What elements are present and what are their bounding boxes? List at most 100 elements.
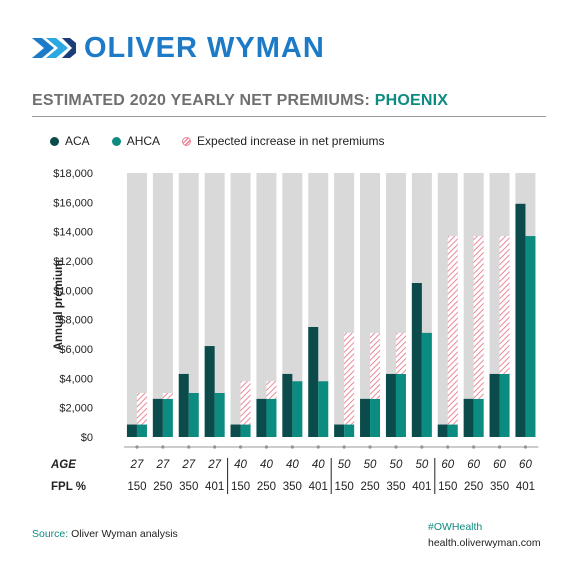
background-column [152,173,173,437]
bar-aca [204,346,215,437]
bar-increase [447,236,458,425]
bar-ahca [525,236,536,437]
fpl-tick-label: 350 [283,481,302,493]
y-tick-label: $18,000 [53,168,93,180]
title-divider [32,116,546,117]
age-tick-label: 40 [260,459,273,471]
age-tick-label: 27 [155,459,169,471]
fpl-tick-label: 250 [360,481,379,493]
y-tick-label: $2,000 [59,403,93,415]
bar-increase [136,393,147,425]
bar-aca [360,398,371,437]
chart-title: ESTIMATED 2020 YEARLY NET PREMIUMS: PHOE… [32,92,448,110]
bar-increase [473,236,484,399]
y-tick-label: $12,000 [53,256,93,268]
fpl-tick-label: 250 [257,481,276,493]
bar-ahca [473,398,484,437]
bar-ahca [499,373,510,437]
bar-ahca [421,332,432,437]
y-tick-label: $0 [81,432,93,444]
hashtag: #OWHealth [428,521,483,533]
age-tick-label: 50 [390,459,403,471]
fpl-row-label: FPL % [51,481,86,493]
bar-ahca [188,393,199,437]
fpl-tick-label: 401 [516,481,535,493]
fpl-tick-label: 150 [335,481,354,493]
bar-aca [489,373,500,437]
bar-ahca [395,373,406,437]
y-tick-label: $8,000 [59,315,93,327]
source-note: Source: Oliver Wyman analysis [32,528,178,540]
bar-ahca [318,381,329,437]
bar-aca [308,327,319,437]
bar-increase [344,332,355,425]
age-tick-label: 50 [364,459,377,471]
fpl-tick-label: 150 [231,481,250,493]
legend-label-ahca: AHCA [126,134,161,148]
title-city: PHOENIX [374,92,449,109]
age-tick-label: 50 [338,459,351,471]
legend-label-aca: ACA [65,134,90,148]
age-tick-label: 27 [130,459,144,471]
oliver-wyman-logo-icon [32,38,76,58]
bar-aca [256,398,267,437]
bar-aca [152,398,163,437]
bar-increase [499,236,510,374]
bar-aca [515,203,526,437]
bar-increase [395,332,406,374]
bar-ahca [136,424,147,437]
age-tick-label: 40 [286,459,299,471]
bar-aca [437,424,448,437]
age-tick-label: 50 [415,459,428,471]
age-tick-label: 27 [207,459,221,471]
y-tick-label: $14,000 [53,227,93,239]
legend-swatch-aca [50,136,59,146]
source-label: Source: [32,528,69,540]
age-tick-label: 60 [519,459,532,471]
fpl-tick-label: 150 [127,481,146,493]
y-tick-label: $6,000 [59,344,93,356]
source-text: Oliver Wyman analysis [71,528,178,540]
legend-swatch-ahca [111,136,121,146]
bar-ahca [447,424,458,437]
fpl-tick-label: 250 [153,481,172,493]
brand-name: OLIVER WYMAN [84,31,325,64]
title-prefix: ESTIMATED 2020 YEARLY NET PREMIUMS: [32,92,371,109]
y-tick-label: $10,000 [53,285,93,297]
legend-item-aca: ACA [50,134,90,148]
background-column [282,173,303,437]
bar-increase [370,332,381,399]
age-tick-label: 60 [441,459,454,471]
y-tick-label: $4,000 [59,373,93,385]
fpl-tick-label: 401 [412,481,431,493]
age-tick-label: 40 [234,459,247,471]
y-tick-label: $16,000 [53,197,93,209]
fpl-tick-label: 350 [490,481,509,493]
background-column [126,173,147,437]
age-row-label: AGE [50,459,76,471]
bar-increase [240,381,251,425]
bar-ahca [214,393,225,437]
website-url: health.oliverwyman.com [428,537,541,549]
bar-aca [463,398,474,437]
legend-label-increase: Expected increase in net premiums [197,134,385,148]
y-axis-label: Annual premium [53,260,65,351]
age-tick-label: 60 [467,459,480,471]
bar-aca [230,424,241,437]
age-tick-label: 40 [312,459,325,471]
fpl-tick-label: 401 [205,481,224,493]
bar-increase [266,381,277,399]
bar-ahca [370,398,381,437]
bar-ahca [266,398,277,437]
background-column [230,173,251,437]
bar-ahca [344,424,355,437]
legend: ACA AHCA Expected increase in net premiu… [50,134,406,148]
legend-item-ahca: AHCA [111,134,161,148]
fpl-tick-label: 350 [386,481,405,493]
fpl-tick-label: 150 [438,481,457,493]
header: OLIVER WYMAN [32,28,325,68]
fpl-tick-label: 350 [179,481,198,493]
fpl-tick-label: 401 [309,481,328,493]
bar-ahca [292,381,303,437]
